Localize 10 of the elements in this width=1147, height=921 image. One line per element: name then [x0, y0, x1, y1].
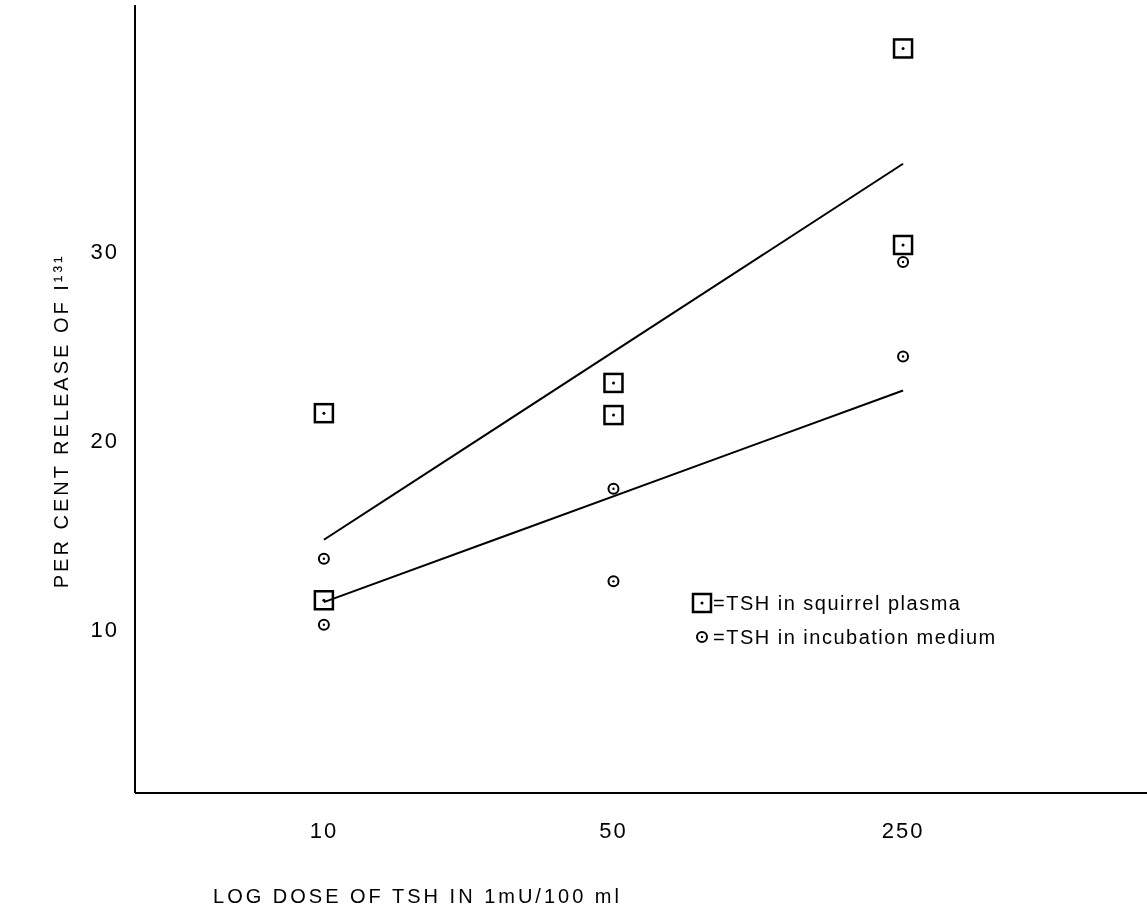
legend-label: =TSH in incubation medium — [713, 626, 997, 648]
y-tick-label: 10 — [90, 616, 119, 642]
x-tick-label: 50 — [599, 818, 628, 843]
legend-label: =TSH in squirrel plasma — [713, 592, 962, 614]
x-axis-title: LOG DOSE OF TSH IN 1mU/100 ml — [213, 885, 622, 907]
y-axis-title: PER CENT RELEASE OF I¹³¹ — [50, 253, 72, 589]
x-tick-label: 10 — [309, 818, 339, 843]
y-tick-label: 30 — [90, 238, 119, 264]
x-tick-label: 250 — [881, 818, 925, 843]
y-tick-label: 20 — [90, 427, 119, 453]
